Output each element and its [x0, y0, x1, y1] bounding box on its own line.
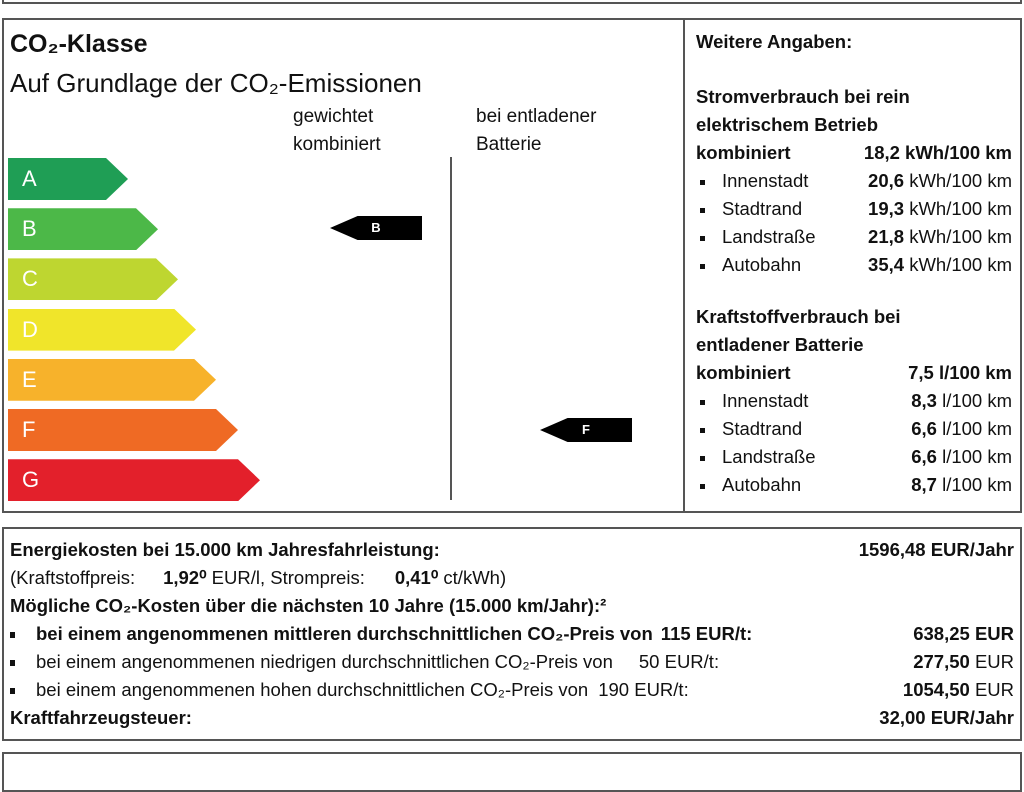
- info-heading: Weitere Angaben:: [696, 31, 853, 52]
- item-unit: kWh/100 km: [909, 254, 1012, 275]
- class-bar-c: C: [8, 258, 178, 300]
- bullet: [10, 679, 36, 701]
- item-unit: l/100 km: [942, 418, 1012, 439]
- power-unit: ct/kWh): [443, 567, 507, 588]
- scenario-text: bei einem angenommenen niedrigen durchsc…: [36, 651, 613, 672]
- item-unit: kWh/100 km: [909, 170, 1012, 191]
- item-label: Innenstadt: [696, 170, 868, 192]
- fuel-price: 1,92⁰: [163, 567, 207, 588]
- fuel-title-2: entladener Batterie: [696, 334, 864, 355]
- class-bar-d: D: [8, 309, 196, 351]
- scenario-price: 50: [638, 651, 660, 672]
- scenario-value: 1054,50: [902, 679, 970, 700]
- scenario-price: 115: [660, 623, 691, 644]
- bullet: [10, 623, 36, 645]
- electric-consumption-item: Stadtrand 19,3 kWh/100 km: [696, 198, 1012, 220]
- item-label: Stadtrand: [696, 418, 911, 440]
- item-unit: l/100 km: [942, 474, 1012, 495]
- scenario-currency: EUR: [974, 651, 1014, 672]
- energy-costs: Energiekosten bei 15.000 km Jahresfahrle…: [10, 539, 1014, 561]
- item-value: 8,7: [911, 474, 937, 495]
- item-value: 6,6: [911, 418, 937, 439]
- scenario-currency: EUR: [974, 623, 1014, 644]
- item-unit: l/100 km: [942, 446, 1012, 467]
- item-label: Landstraße: [696, 446, 911, 468]
- scenario-unit: EUR/t:: [634, 679, 689, 700]
- class-bar-b: B: [8, 208, 158, 250]
- col-discharged-2: Batterie: [476, 134, 542, 155]
- co2-cost-scenario: bei einem angenommenen mittleren durchsc…: [10, 623, 1014, 645]
- scenario-price: 190: [598, 679, 630, 700]
- value: 18,2 kWh/100 km: [863, 142, 1012, 163]
- label-title: CO₂-Klasse: [10, 30, 148, 58]
- label: kombiniert: [696, 362, 791, 383]
- scenario-unit: EUR/t:: [695, 623, 753, 644]
- scenario-value: 277,50: [913, 651, 970, 672]
- label: kombiniert: [696, 142, 791, 163]
- fuel-title-1: Kraftstoffverbrauch bei: [696, 306, 901, 327]
- electric-consumption-item: Innenstadt 20,6 kWh/100 km: [696, 170, 1012, 192]
- prices: (Kraftstoffpreis: 1,92⁰ EUR/l, Strompreis…: [10, 567, 1014, 589]
- electric-consumption-item: Autobahn 35,4 kWh/100 km: [696, 254, 1012, 276]
- col-discharged-1: bei entladener: [476, 106, 597, 127]
- scenario-value: 638,25: [913, 623, 970, 644]
- vehicle-tax: Kraftfahrzeugsteuer: 32,00 EUR/Jahr: [10, 707, 1014, 729]
- fuel-combined: kombiniert 7,5 l/100 km: [696, 362, 1012, 384]
- value: 7,5 l/100 km: [908, 362, 1012, 383]
- item-unit: kWh/100 km: [909, 226, 1012, 247]
- label: Energiekosten bei 15.000 km Jahresfahrle…: [10, 539, 440, 560]
- class-bar-f: F: [8, 409, 238, 451]
- item-unit: kWh/100 km: [909, 198, 1012, 219]
- label: Kraftfahrzeugsteuer:: [10, 707, 192, 728]
- item-label: Autobahn: [696, 254, 868, 276]
- item-value: 21,8: [868, 226, 905, 247]
- scenario-currency: EUR: [974, 679, 1014, 700]
- class-bar-g: G: [8, 459, 260, 501]
- label-subtitle: Auf Grundlage der CO₂-Emissionen: [10, 68, 422, 98]
- col-weighted-1: gewichtet: [293, 106, 374, 127]
- col-weighted-2: kombiniert: [293, 134, 381, 155]
- costs-box: [2, 527, 1022, 741]
- electric-combined: kombiniert 18,2 kWh/100 km: [696, 142, 1012, 164]
- scenario-text: bei einem angenommenen hohen durchschnit…: [36, 679, 589, 700]
- class-bar-e: E: [8, 359, 216, 401]
- co2-cost-scenario: bei einem angenommenen niedrigen durchsc…: [10, 651, 1014, 673]
- fuel-consumption-item: Landstraße 6,6 l/100 km: [696, 446, 1012, 468]
- fuel-consumption-item: Autobahn 8,7 l/100 km: [696, 474, 1012, 496]
- value: 32,00 EUR/Jahr: [879, 707, 1014, 728]
- item-value: 8,3: [911, 390, 937, 411]
- divider: [683, 18, 685, 513]
- electric-consumption-item: Landstraße 21,8 kWh/100 km: [696, 226, 1012, 248]
- item-value: 19,3: [868, 198, 905, 219]
- fuel-consumption-item: Innenstadt 8,3 l/100 km: [696, 390, 1012, 412]
- class-bar-a: A: [8, 158, 128, 200]
- item-label: Landstraße: [696, 226, 868, 248]
- column-separator: [450, 157, 452, 500]
- item-value: 20,6: [868, 170, 905, 191]
- fuel-unit: EUR/l, Strompreis:: [211, 567, 365, 588]
- item-unit: l/100 km: [942, 390, 1012, 411]
- scenario-unit: EUR/t:: [664, 651, 720, 672]
- top-box: [2, 0, 1022, 4]
- electric-title-1: Stromverbrauch bei rein: [696, 86, 910, 107]
- scenario-text: bei einem angenommenen mittleren durchsc…: [36, 623, 653, 644]
- electric-title-2: elektrischem Betrieb: [696, 114, 879, 135]
- value: 1596,48 EUR/Jahr: [858, 539, 1014, 560]
- bullet: [10, 651, 36, 673]
- co2-heading: Mögliche CO₂-Kosten über die nächsten 10…: [10, 595, 607, 616]
- item-label: Stadtrand: [696, 198, 868, 220]
- footnote-box: [2, 752, 1022, 792]
- fuel-price-label: (Kraftstoffpreis:: [10, 567, 136, 588]
- power-price: 0,41⁰: [394, 567, 439, 588]
- co2-cost-scenario: bei einem angenommenen hohen durchschnit…: [10, 679, 1014, 701]
- fuel-consumption-item: Stadtrand 6,6 l/100 km: [696, 418, 1012, 440]
- item-label: Innenstadt: [696, 390, 911, 412]
- item-label: Autobahn: [696, 474, 911, 496]
- item-value: 6,6: [911, 446, 937, 467]
- item-value: 35,4: [868, 254, 905, 275]
